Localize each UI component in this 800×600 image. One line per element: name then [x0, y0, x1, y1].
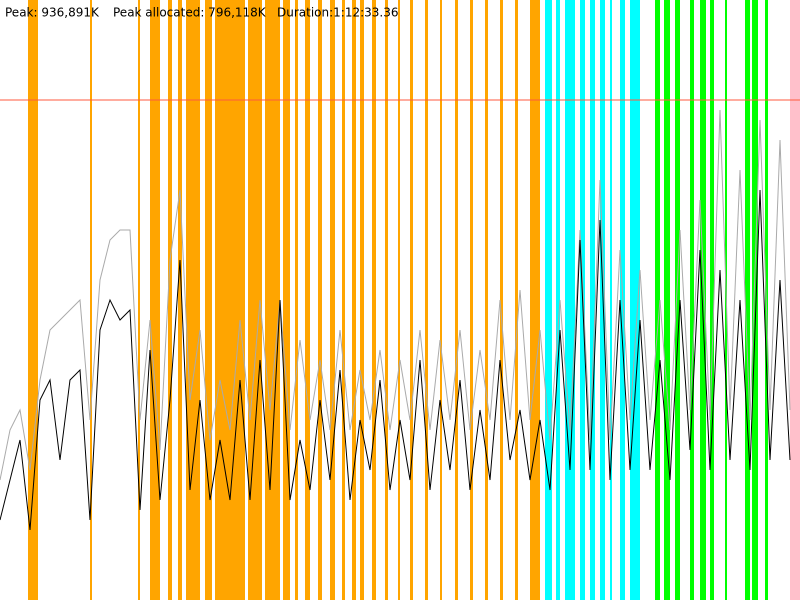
- event-marker: [150, 0, 160, 600]
- memory-line: [0, 189, 791, 531]
- event-marker: [342, 0, 345, 600]
- event-marker: [90, 0, 92, 600]
- event-marker: [265, 0, 280, 600]
- event-marker: [318, 0, 322, 600]
- event-marker: [410, 0, 413, 600]
- event-marker: [248, 0, 262, 600]
- event-marker: [425, 0, 428, 600]
- event-marker: [485, 0, 488, 600]
- event-marker: [372, 0, 376, 600]
- event-marker: [385, 0, 388, 600]
- event-marker: [455, 0, 458, 600]
- event-marker: [500, 0, 503, 600]
- header-text: Peak allocated: 796,118K: [113, 6, 267, 20]
- event-marker: [440, 0, 442, 600]
- event-marker: [690, 0, 694, 600]
- event-marker: [630, 0, 640, 600]
- memory-line: [0, 109, 791, 481]
- event-marker: [28, 0, 38, 600]
- event-marker: [168, 0, 172, 600]
- event-marker: [700, 0, 706, 600]
- event-marker: [295, 0, 298, 600]
- event-marker: [664, 0, 670, 600]
- event-marker: [215, 0, 245, 600]
- event-marker: [655, 0, 660, 600]
- event-marker: [330, 0, 335, 600]
- event-marker: [710, 0, 714, 600]
- event-marker: [205, 0, 212, 600]
- event-marker: [530, 0, 540, 600]
- event-marker: [398, 0, 400, 600]
- event-marker: [590, 0, 595, 600]
- event-marker: [515, 0, 518, 600]
- event-marker: [675, 0, 680, 600]
- event-marker: [470, 0, 473, 600]
- event-marker: [752, 0, 758, 600]
- event-marker: [545, 0, 552, 600]
- event-marker: [565, 0, 575, 600]
- event-marker: [283, 0, 290, 600]
- header-text: Peak: 936,891K: [5, 6, 100, 20]
- event-marker: [186, 0, 200, 600]
- event-marker: [305, 0, 310, 600]
- header-text: Duration:1:12:33.36: [277, 6, 399, 20]
- event-marker: [178, 0, 182, 600]
- event-marker: [600, 0, 605, 600]
- event-marker: [745, 0, 750, 600]
- event-marker: [352, 0, 356, 600]
- event-marker: [360, 0, 364, 600]
- event-marker: [610, 0, 612, 600]
- event-marker: [556, 0, 560, 600]
- event-marker: [790, 0, 800, 600]
- event-marker: [138, 0, 140, 600]
